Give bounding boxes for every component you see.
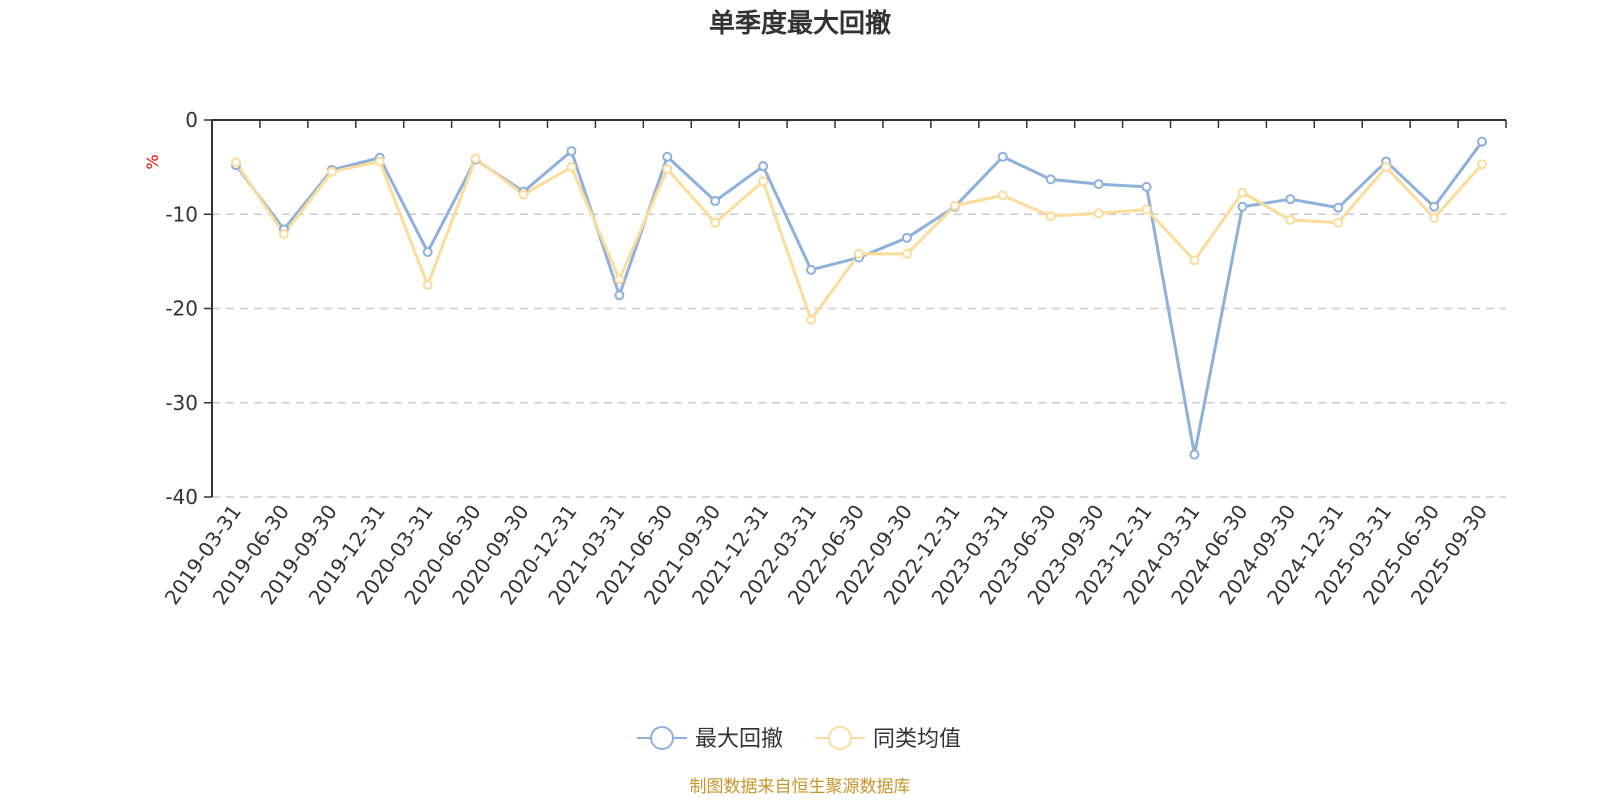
series-point-0 [1189,449,1200,460]
series-point-0 [1285,194,1296,205]
y-tick-label: -20 [165,297,198,321]
series-point-1 [806,314,817,325]
series-point-1 [614,274,625,285]
y-tick-label: 0 [185,108,198,132]
series-point-1 [997,190,1008,201]
series-point-0 [1429,201,1440,212]
series-point-1 [1477,159,1488,170]
series-point-0 [422,246,433,257]
series-point-1 [854,248,864,259]
series-point-1 [1429,213,1440,224]
legend-item-0[interactable]: 最大回撤 [637,726,783,752]
series-point-0 [1237,201,1248,212]
series-point-1 [949,200,960,211]
series-point-1 [278,229,289,240]
series-point-0 [1045,174,1056,185]
series-point-0 [997,151,1008,162]
series-point-1 [230,157,241,168]
series-point-0 [566,146,577,157]
data-source-note: 制图数据来自恒生聚源数据库 [690,777,911,797]
series-point-1 [710,217,721,228]
series-point-1 [1333,217,1344,228]
series-point-1 [1189,255,1200,266]
series-point-1 [758,176,769,187]
grid-layer [212,213,1506,498]
legend-circle-icon [650,726,674,750]
series-point-1 [901,248,912,259]
chart-title: 单季度最大回撤 [709,8,891,39]
series-point-0 [662,151,673,162]
series-point-0 [1141,181,1152,192]
series-point-0 [901,232,912,243]
series-point-1 [1237,187,1248,198]
series-line-0 [234,140,1484,457]
legend-item-1[interactable]: 同类均值 [815,726,961,752]
series-point-1 [1093,208,1104,219]
series-point-0 [806,264,817,275]
series-point-1 [1285,214,1296,225]
series-point-1 [1141,204,1152,215]
series-point-1 [326,166,337,177]
y-tick-label: -30 [165,391,198,415]
y-tick-label: -40 [165,485,198,509]
series-point-1 [1045,211,1056,222]
series-point-1 [518,189,529,200]
series-point-0 [1093,179,1104,190]
series-point-1 [422,279,433,290]
series-point-1 [1381,162,1392,173]
series-point-1 [470,153,481,164]
series-point-0 [1477,136,1488,147]
series-point-1 [566,162,577,173]
series-point-0 [758,161,769,172]
legend[interactable]: 最大回撤 同类均值 [637,726,961,752]
legend-label: 同类均值 [873,727,961,752]
legend-circle-icon [828,726,852,750]
legend-label: 最大回撤 [695,727,783,752]
y-tick-label: -10 [165,202,198,226]
series-point-0 [614,290,625,301]
series-point-0 [1333,202,1344,213]
series-point-1 [662,164,673,175]
y-unit-label: % [143,154,162,169]
series-point-1 [374,156,385,167]
series-point-0 [710,196,721,207]
axis-layer: 0-10-20-30-402019-03-312019-06-302019-09… [160,108,1507,609]
series-layer [230,136,1488,460]
